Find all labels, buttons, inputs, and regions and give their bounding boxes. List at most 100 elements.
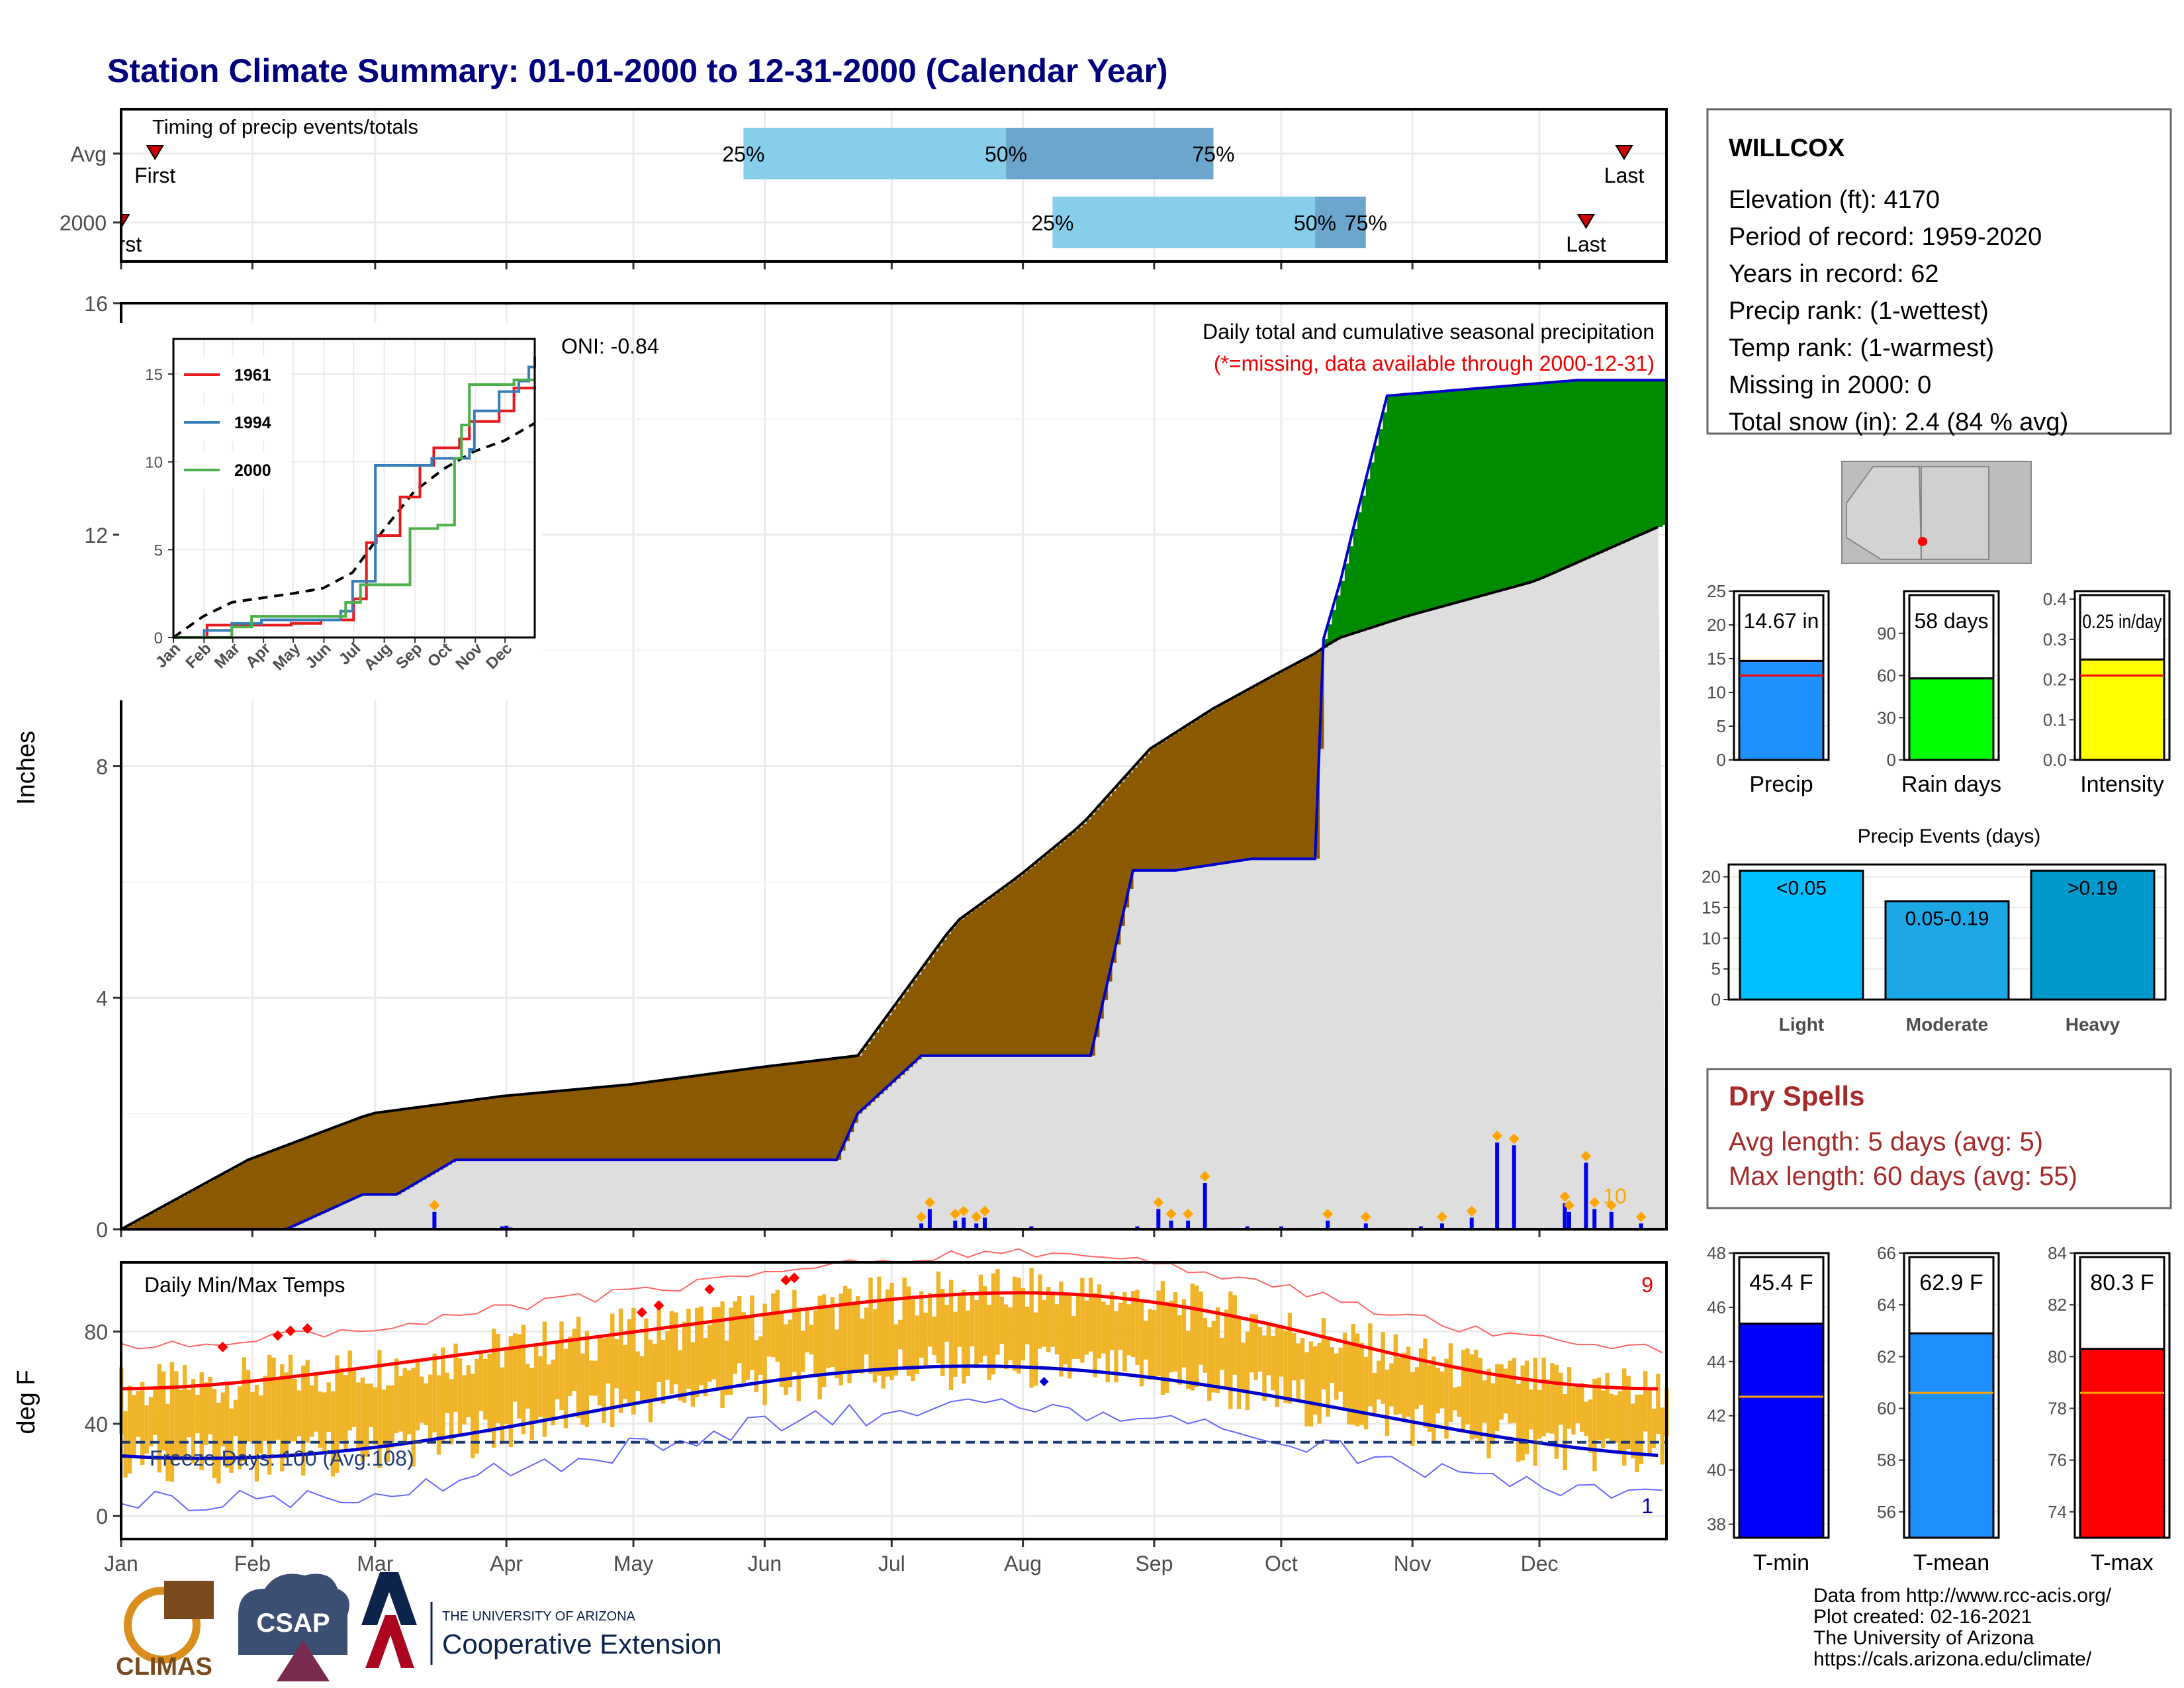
deficit-segment (345, 1123, 351, 1203)
daily-temp-range-bar (1338, 1347, 1343, 1392)
inset-y-tick-label: 15 (145, 366, 163, 384)
daily-temp-range-bar (817, 1295, 822, 1399)
deficit-segment (277, 1149, 283, 1229)
daily-temp-range-bar (1160, 1281, 1165, 1395)
deficit-segment (472, 1100, 477, 1160)
daily-temp-range-bar (136, 1391, 140, 1437)
daily-precip-marker (924, 1197, 935, 1208)
daily-temp-range-bar (203, 1382, 208, 1445)
station-info-line: Missing in 2000: 0 (1729, 371, 1931, 399)
deficit-segment (1010, 882, 1015, 1056)
dry-spells-avg: Avg length: 5 days (avg: 5) (1729, 1127, 2043, 1156)
daily-temp-range-bar (1186, 1331, 1191, 1389)
daily-temp-range-bar (551, 1359, 555, 1426)
surplus-segment (1328, 624, 1333, 645)
deficit-segment (1285, 669, 1291, 859)
timing-last-marker (1615, 145, 1633, 160)
deficit-segment (426, 1106, 431, 1178)
precip-events-tick-label: 5 (1711, 959, 1721, 979)
surplus-segment (1539, 383, 1545, 579)
deficit-segment (146, 1215, 152, 1229)
record-high-marker (217, 1341, 228, 1352)
surplus-segment (1615, 380, 1621, 546)
oni-label: ONI: -0.84 (561, 334, 659, 358)
daily-temp-range-bar (407, 1370, 412, 1434)
timing-box-q25-q50 (1052, 197, 1316, 248)
daily-temp-range-bar (1046, 1286, 1051, 1352)
daily-temp-range-bar (1165, 1301, 1169, 1393)
daily-temp-range-bar (208, 1376, 212, 1434)
precip-count-label: 10 (1603, 1184, 1627, 1208)
daily-precip-bar (1326, 1220, 1330, 1229)
ua-small-text: THE UNIVERSITY OF ARIZONA (442, 1609, 636, 1624)
daily-temp-range-bar (1469, 1354, 1475, 1440)
deficit-segment (676, 1078, 681, 1160)
daily-temp-range-bar (339, 1368, 344, 1441)
deficit-segment (1116, 786, 1121, 945)
daily-temp-range-bar (369, 1383, 373, 1427)
daily-temp-range-bar (420, 1376, 424, 1423)
daily-precip-bar (1639, 1223, 1643, 1229)
mini-bar-tick-label: 5 (1717, 716, 1726, 736)
deficit-segment (955, 922, 960, 1056)
deficit-segment (1132, 767, 1138, 870)
deficit-segment (409, 1108, 414, 1188)
daily-temp-range-bar (475, 1358, 479, 1454)
daily-temp-range-bar (483, 1358, 488, 1420)
deficit-segment (388, 1111, 393, 1195)
daily-temp-range-bar (758, 1336, 763, 1375)
daily-temp-range-bar (127, 1385, 132, 1474)
daily-temp-range-bar (1012, 1276, 1017, 1371)
deficit-segment (269, 1152, 274, 1229)
daily-temp-range-bar (1545, 1379, 1551, 1433)
deficit-segment (913, 980, 918, 1064)
deficit-segment (599, 1087, 604, 1160)
deficit-segment (295, 1142, 300, 1226)
deficit-segment (404, 1109, 410, 1190)
daily-temp-range-bar (487, 1354, 492, 1432)
daily-temp-range-bar (1199, 1291, 1203, 1365)
deficit-segment (1217, 706, 1222, 865)
daily-temp-range-bar (584, 1331, 590, 1427)
daily-temp-range-bar (470, 1374, 475, 1459)
precip-events-border (1727, 863, 2167, 1001)
deficit-segment (781, 1064, 786, 1160)
deficit-segment (790, 1063, 795, 1160)
timing-panel: Avg25%50%75%FirstLast200025%50%75%FirstL… (0, 108, 1668, 269)
surplus-segment (1340, 581, 1345, 638)
daily-temp-range-bar (741, 1312, 746, 1383)
deficit-segment (701, 1075, 706, 1160)
daily-temp-range-bar (178, 1389, 183, 1461)
daily-temp-range-bar (246, 1370, 251, 1442)
timing-row-label: Avg (70, 142, 107, 166)
precip-events-category: Light (1779, 1014, 1824, 1035)
daily-temp-range-bar (1313, 1346, 1318, 1415)
timing-box-q50-q75 (1315, 197, 1366, 248)
deficit-segment (222, 1174, 228, 1229)
daily-precip-bar (1609, 1211, 1614, 1229)
surplus-segment (1505, 386, 1510, 589)
temp-bar-tick-label: 42 (1707, 1406, 1726, 1426)
daily-temp-range-bar (1021, 1288, 1026, 1361)
deficit-segment (307, 1137, 312, 1220)
temp-y-axis-label: deg F (13, 1370, 40, 1434)
temp-bar-label-box (2079, 1256, 2165, 1350)
daily-temp-range-bar (254, 1384, 259, 1482)
deficit-segment (328, 1129, 334, 1210)
daily-temp-range-bar (911, 1299, 915, 1382)
mini-bar-border (1903, 590, 2000, 761)
daily-precip-marker (1199, 1171, 1210, 1182)
precip-y-axis-label: Inches (13, 731, 40, 805)
freeze-days-text: Freeze Days: 100 (Avg:108) (150, 1446, 414, 1470)
daily-precip-bar (432, 1211, 437, 1229)
mini-bar-tick-label: 0.2 (2043, 670, 2067, 690)
deficit-segment (1086, 819, 1091, 1056)
mini-bar-value-label: 0.25 in/day (2083, 611, 2162, 633)
surplus-segment (1446, 391, 1451, 606)
deficit-segment (616, 1086, 621, 1160)
deficit-segment (171, 1201, 177, 1229)
month-tick-label: May (614, 1552, 653, 1575)
station-info-line: Elevation (ft): 4170 (1729, 186, 1940, 214)
deficit-segment (934, 951, 939, 1056)
